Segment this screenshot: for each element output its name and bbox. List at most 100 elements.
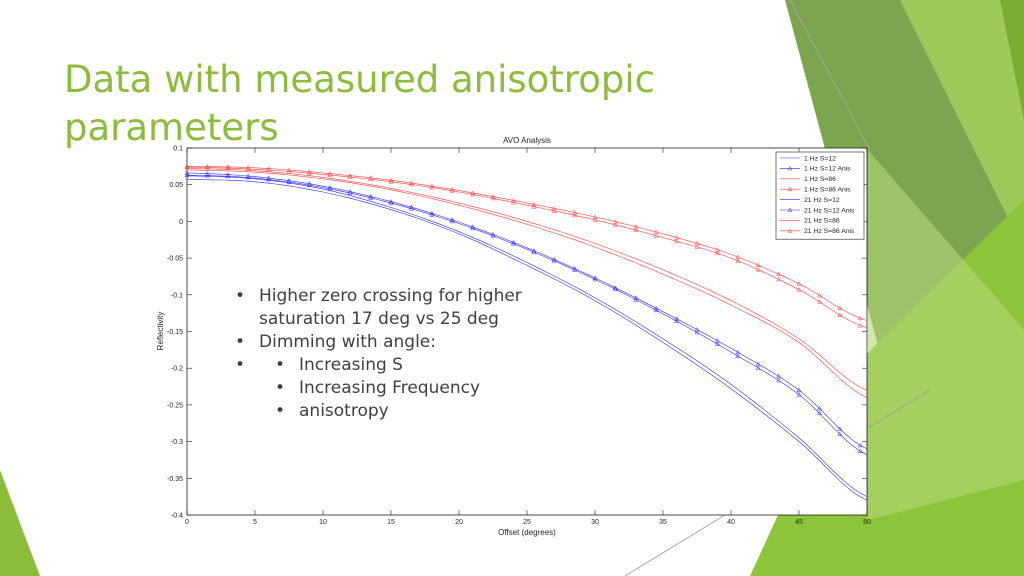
series-marker [796, 287, 802, 292]
series-marker [388, 200, 394, 205]
series-marker [470, 225, 476, 231]
legend-label: 1 Hz S=12 [804, 155, 836, 162]
series-marker [776, 271, 782, 277]
series-marker [184, 170, 190, 175]
series-marker [225, 164, 231, 169]
series-marker [857, 323, 863, 328]
series-marker [857, 448, 863, 454]
series-marker [245, 175, 251, 180]
legend-label: 21 Hz S=12 [804, 197, 840, 204]
y-tick-label: 0.1 [173, 146, 183, 153]
legend-marker [787, 165, 793, 171]
series-line [186, 166, 868, 329]
series-marker [816, 405, 822, 411]
series-line [186, 174, 868, 456]
series-marker [551, 258, 557, 263]
series-marker [551, 208, 557, 213]
series-marker [225, 165, 231, 170]
series-line [186, 175, 868, 497]
legend-label: 1 Hz S=86 [804, 176, 836, 183]
series-marker [429, 185, 435, 190]
series-marker [551, 205, 557, 211]
series-marker [184, 163, 190, 169]
series-marker [510, 199, 516, 205]
y-tick-label: -0.05 [167, 256, 183, 263]
series-marker [653, 305, 659, 311]
sub-bullet-item: Increasing S [260, 354, 562, 377]
series-marker [204, 171, 210, 176]
series-marker [694, 327, 700, 332]
series-marker [837, 431, 843, 437]
series-marker [510, 241, 516, 246]
x-tick-label: 40 [727, 519, 735, 526]
y-tick-label: -0.4 [171, 513, 183, 520]
legend-marker [787, 186, 793, 192]
series-marker [490, 233, 496, 238]
series-marker [837, 312, 843, 317]
series-marker [653, 307, 659, 313]
slide-title: Data with measured anisotropic parameter… [64, 56, 664, 152]
y-tick-label: 0 [179, 219, 183, 226]
series-marker [674, 238, 680, 244]
series-marker [612, 286, 618, 292]
x-tick-label: 10 [319, 519, 327, 526]
series-marker [408, 206, 414, 211]
series-marker [572, 210, 578, 215]
legend-label: 1 Hz S=86 Anis [804, 187, 851, 194]
series-marker [204, 164, 210, 169]
series-marker [857, 315, 863, 321]
x-tick-label: 50 [863, 519, 871, 526]
series-marker [368, 195, 374, 200]
chart-title: AVO Analysis [503, 136, 551, 145]
series-marker [204, 173, 210, 178]
y-tick-label: -0.35 [167, 476, 183, 483]
series-marker [327, 172, 333, 177]
series-marker [449, 218, 455, 224]
legend-marker [787, 228, 793, 233]
series-marker [286, 169, 292, 174]
y-tick-label: -0.3 [171, 439, 183, 446]
title-line-1: Data with measured anisotropic [64, 58, 655, 101]
legend-label: 21 Hz S=86 [804, 218, 840, 225]
series-marker [837, 305, 843, 310]
series-marker [470, 191, 476, 197]
bullet-list: Higher zero crossing for higher saturati… [232, 285, 562, 423]
series-marker [225, 173, 231, 179]
series-marker [592, 276, 598, 282]
series-marker [653, 233, 659, 238]
bullet-item: Higher zero crossing for higher saturati… [232, 285, 562, 331]
series-line [186, 179, 868, 501]
series-marker [776, 377, 782, 383]
y-tick-label: -0.1 [171, 292, 183, 299]
sub-bullet-item: Increasing Frequency [260, 377, 562, 400]
y-tick-label: -0.25 [167, 402, 183, 409]
series-marker [796, 281, 802, 286]
series-marker [796, 387, 802, 393]
series-marker [674, 318, 680, 324]
legend-label: 1 Hz S=12 Anis [804, 166, 851, 173]
y-tick-label: 0.05 [169, 182, 183, 189]
series-marker [510, 197, 516, 203]
series-marker [531, 201, 537, 207]
series-marker [735, 258, 741, 263]
bullet-item: Dimming with angle: [232, 331, 562, 354]
series-marker [612, 222, 618, 227]
series-marker [592, 214, 598, 219]
x-tick-label: 5 [253, 519, 257, 526]
series-marker [266, 167, 272, 172]
series-marker [327, 186, 333, 191]
series-marker [694, 329, 700, 335]
series-marker [633, 227, 639, 232]
x-tick-label: 30 [591, 519, 599, 526]
series-line [186, 172, 868, 450]
series-marker [286, 179, 292, 184]
series-marker [755, 267, 761, 272]
sub-bullet-container: Increasing S Increasing Frequency anisot… [232, 354, 562, 423]
x-tick-label: 35 [659, 519, 667, 526]
x-axis-label: Offset (degrees) [498, 528, 556, 537]
series-marker [184, 164, 190, 169]
x-tick-label: 20 [455, 519, 463, 526]
series-marker [714, 341, 720, 346]
series-marker [531, 204, 537, 209]
series-marker [490, 195, 496, 201]
